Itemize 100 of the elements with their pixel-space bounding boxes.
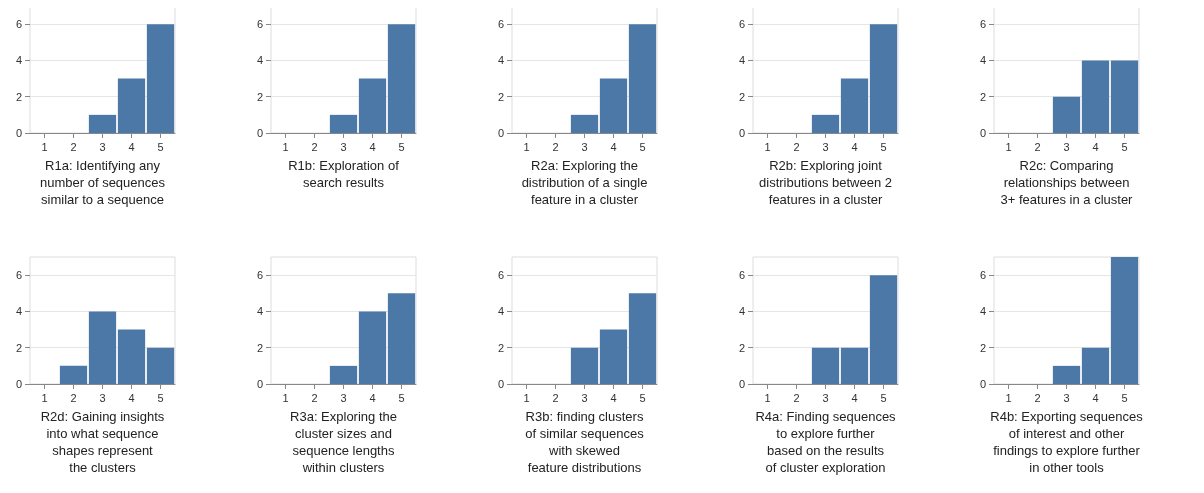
bar bbox=[117, 78, 146, 133]
x-tick-label: 1 bbox=[282, 140, 289, 153]
x-axis-title: R2d: Gaining insights into what sequence shapes represent the clusters bbox=[40, 408, 165, 475]
y-tick-label: 4 bbox=[256, 305, 263, 318]
x-tick-label: 2 bbox=[311, 391, 318, 404]
x-tick-label: 1 bbox=[523, 391, 530, 404]
y-tick-label: 6 bbox=[15, 18, 22, 31]
x-tick-label: 2 bbox=[793, 391, 800, 404]
y-tick-label: 2 bbox=[497, 341, 504, 354]
y-tick-label: 4 bbox=[738, 305, 745, 318]
y-tick-label: 0 bbox=[979, 127, 986, 139]
x-axis-title: R2b: Exploring joint distributions between 2 features in a cluster bbox=[759, 157, 892, 207]
y-tick-label: 0 bbox=[497, 127, 504, 139]
x-tick-label: 5 bbox=[880, 391, 887, 404]
x-tick-label: 1 bbox=[282, 391, 289, 404]
y-tick-label: 6 bbox=[738, 18, 745, 31]
x-axis-title: R2c: Comparing relationships between 3+ features in a cluster bbox=[1000, 157, 1134, 207]
x-tick-label: 4 bbox=[851, 140, 858, 153]
x-tick-label: 4 bbox=[1092, 391, 1099, 404]
bar bbox=[1110, 257, 1139, 384]
y-tick-label: 4 bbox=[15, 54, 22, 67]
y-tick-label: 6 bbox=[738, 269, 745, 282]
bar bbox=[88, 311, 117, 384]
y-tick-label: 6 bbox=[256, 269, 263, 282]
bar bbox=[59, 365, 88, 384]
x-tick-label: 1 bbox=[1005, 391, 1012, 404]
y-tick-label: 4 bbox=[497, 54, 504, 67]
y-tick-label: 6 bbox=[256, 18, 263, 31]
y-tick-label: 6 bbox=[497, 269, 504, 282]
bar bbox=[570, 114, 599, 133]
x-tick-label: 3 bbox=[1063, 391, 1070, 404]
x-tick-label: 2 bbox=[1034, 140, 1041, 153]
bar bbox=[146, 24, 175, 133]
x-axis-title: R2a: Exploring the distribution of a single feature in a cluster bbox=[521, 157, 648, 207]
x-tick-label: 2 bbox=[1034, 391, 1041, 404]
y-tick-label: 6 bbox=[979, 18, 986, 31]
bar bbox=[329, 114, 358, 133]
x-axis-title: R4a: Finding sequences to explore further based on the results of cluster exploration bbox=[755, 408, 897, 475]
x-tick-label: 1 bbox=[764, 140, 771, 153]
x-axis-title: R3b: finding clusters of similar sequences with skewed feature distributions bbox=[525, 408, 645, 475]
y-tick-label: 0 bbox=[497, 378, 504, 390]
y-tick-label: 2 bbox=[979, 341, 986, 354]
bar bbox=[358, 78, 387, 133]
x-tick-label: 5 bbox=[639, 391, 646, 404]
bar bbox=[1052, 365, 1081, 384]
bar bbox=[88, 114, 117, 133]
bar bbox=[570, 347, 599, 384]
x-tick-label: 3 bbox=[340, 391, 347, 404]
y-tick-label: 4 bbox=[979, 54, 986, 67]
bar bbox=[117, 329, 146, 384]
x-tick-label: 3 bbox=[1063, 140, 1070, 153]
y-tick-label: 0 bbox=[979, 378, 986, 390]
x-tick-label: 5 bbox=[157, 140, 164, 153]
x-tick-label: 4 bbox=[851, 391, 858, 404]
bar bbox=[387, 293, 416, 384]
x-tick-label: 4 bbox=[128, 391, 135, 404]
y-tick-label: 2 bbox=[15, 90, 22, 103]
bar bbox=[599, 78, 628, 133]
x-tick-label: 4 bbox=[1092, 140, 1099, 153]
x-tick-label: 2 bbox=[552, 391, 559, 404]
x-tick-label: 5 bbox=[880, 140, 887, 153]
bar bbox=[387, 24, 416, 133]
y-tick-label: 4 bbox=[15, 305, 22, 318]
y-tick-label: 6 bbox=[15, 269, 22, 282]
bar bbox=[628, 293, 657, 384]
x-tick-label: 1 bbox=[764, 391, 771, 404]
x-tick-label: 5 bbox=[1121, 140, 1128, 153]
y-tick-label: 2 bbox=[738, 341, 745, 354]
bar bbox=[1081, 347, 1110, 384]
x-axis-title: R3a: Exploring the cluster sizes and sequence lengths within clusters bbox=[290, 408, 397, 475]
y-tick-label: 4 bbox=[979, 305, 986, 318]
x-tick-label: 2 bbox=[311, 140, 318, 153]
x-tick-label: 3 bbox=[581, 391, 588, 404]
bar bbox=[628, 24, 657, 133]
x-tick-label: 3 bbox=[822, 140, 829, 153]
y-tick-label: 2 bbox=[256, 90, 263, 103]
x-tick-label: 3 bbox=[99, 391, 106, 404]
y-tick-label: 0 bbox=[738, 127, 745, 139]
x-tick-label: 4 bbox=[369, 391, 376, 404]
x-tick-label: 1 bbox=[41, 140, 48, 153]
y-tick-label: 2 bbox=[497, 90, 504, 103]
x-axis-title: R1a: Identifying any number of sequences similar to a sequence bbox=[39, 157, 166, 207]
y-tick-label: 6 bbox=[497, 18, 504, 31]
x-tick-label: 5 bbox=[157, 391, 164, 404]
x-axis-title: R1b: Exploration of search results bbox=[288, 157, 400, 190]
y-tick-label: 4 bbox=[738, 54, 745, 67]
y-tick-label: 0 bbox=[15, 127, 22, 139]
y-tick-label: 6 bbox=[979, 269, 986, 282]
y-tick-label: 2 bbox=[256, 341, 263, 354]
x-tick-label: 1 bbox=[41, 391, 48, 404]
x-tick-label: 1 bbox=[1005, 140, 1012, 153]
y-tick-label: 2 bbox=[979, 90, 986, 103]
y-tick-label: 0 bbox=[256, 378, 263, 390]
x-tick-label: 3 bbox=[340, 140, 347, 153]
x-tick-label: 4 bbox=[610, 140, 617, 153]
x-tick-label: 5 bbox=[639, 140, 646, 153]
y-tick-label: 0 bbox=[256, 127, 263, 139]
y-tick-label: 0 bbox=[15, 378, 22, 390]
x-tick-label: 2 bbox=[793, 140, 800, 153]
bar bbox=[599, 329, 628, 384]
